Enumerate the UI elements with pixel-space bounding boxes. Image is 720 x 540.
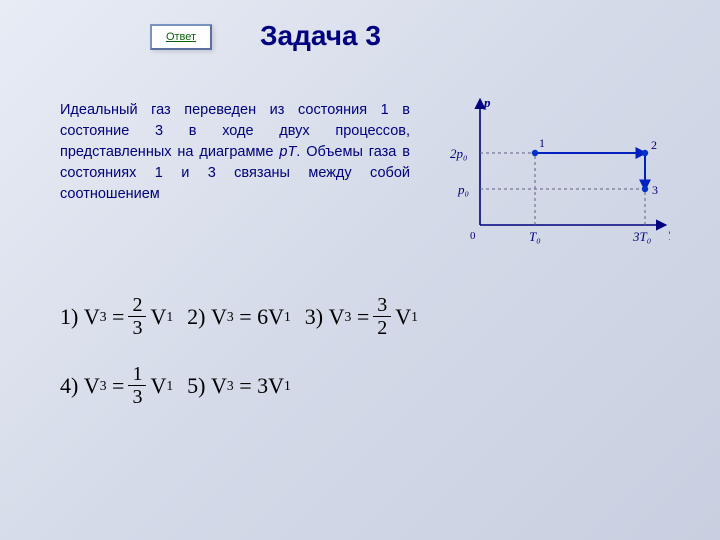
problem-statement: Идеальный газ переведен из состояния 1 в… (60, 100, 410, 205)
svg-text:3: 3 (652, 183, 658, 197)
svg-text:2p₀: 2p₀ (450, 146, 468, 161)
answer-button[interactable]: Ответ (150, 24, 212, 50)
svg-text:1: 1 (539, 136, 545, 150)
svg-text:p₀: p₀ (457, 182, 469, 197)
svg-text:3T₀: 3T₀ (632, 229, 651, 244)
option: 2) V3 = 6V1 (187, 304, 291, 330)
option: 1) V3 =23V1 (60, 295, 173, 338)
answer-options: 1) V3 =23V1 2) V3 = 6V1 3) V3 =32V1 4) V3 =… (60, 295, 640, 433)
option: 3) V3 =32V1 (305, 295, 418, 338)
svg-text:p: p (483, 95, 491, 110)
svg-text:T: T (668, 228, 670, 243)
option: 5) V3 = 3V1 (187, 373, 291, 399)
pt-diagram: 1 2 3 p T 2p₀ p₀ T₀ 3T₀ 0 (440, 95, 670, 255)
problem-title: Задача 3 (260, 20, 381, 52)
svg-text:0: 0 (470, 230, 476, 242)
svg-text:T₀: T₀ (529, 229, 541, 244)
option: 4) V3 =13V1 (60, 364, 173, 407)
svg-text:2: 2 (651, 138, 657, 152)
